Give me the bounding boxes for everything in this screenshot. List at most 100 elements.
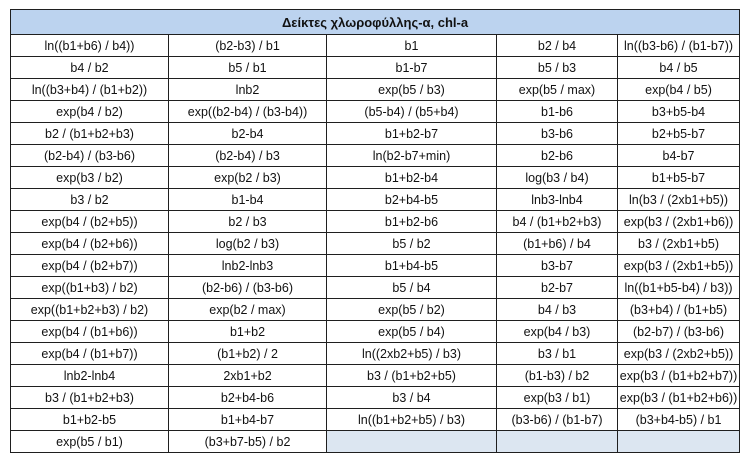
- empty-cell: [616, 430, 741, 453]
- table-cell: b2+b4-b6: [168, 386, 327, 409]
- table-cell: b3 / (2xb1+b5): [616, 232, 741, 255]
- table-cell: b1-b7: [326, 56, 497, 79]
- table-cell: ln((b1+b5-b4) / b3)): [616, 276, 741, 299]
- table-cell: (b3+b4-b5) / b1: [616, 408, 741, 431]
- table-cell: exp(b3 / b1): [496, 386, 618, 409]
- table-cell: exp(b3 / (2xb1+b6)): [616, 210, 741, 233]
- table-cell: b2 / b3: [168, 210, 327, 233]
- table-cell: lnb3-lnb4: [496, 188, 618, 211]
- table-cell: exp(b3 / (2xb2+b5)): [616, 342, 741, 365]
- table-row: exp(b4 / (b1+b7)) (b1+b2) / 2 ln((2xb2+b5)…: [10, 342, 741, 365]
- table-cell: (b1+b6) / b4: [496, 232, 618, 255]
- table-cell: lnb2-lnb3: [168, 254, 327, 277]
- table-cell: exp(b4 / b2): [10, 100, 169, 123]
- table-cell: exp((b1+b3) / b2): [10, 276, 169, 299]
- table-cell: lnb2-lnb4: [10, 364, 169, 387]
- table-cell: b5 / b3: [496, 56, 618, 79]
- table-cell: b2 / (b1+b2+b3): [10, 122, 169, 145]
- table-cell: exp((b2-b4) / (b3-b4)): [168, 100, 327, 123]
- table-cell: exp(b4 / (b1+b6)): [10, 320, 169, 343]
- table-cell: exp(b5 / b1): [10, 430, 169, 453]
- table-cell: (b2-b4) / (b3-b6): [10, 144, 169, 167]
- table-row: exp(b4 / (b2+b7)) lnb2-lnb3 b1+b4-b5 b3-b7 e…: [10, 254, 741, 277]
- indices-table-container: Δείκτες χλωροφύλλης-α, chl-a ln((b1+b6) …: [9, 9, 741, 453]
- table-row: exp(b4 / (b1+b6)) b1+b2 exp(b5 / b4) exp(b4…: [10, 320, 741, 343]
- table-row: b2 / (b1+b2+b3) b2-b4 b1+b2-b7 b3-b6 b2+b5-b…: [10, 122, 741, 145]
- table-cell: b1+b2-b5: [10, 408, 169, 431]
- table-row: exp(b4 / (b2+b5)) b2 / b3 b1+b2-b6 b4 / (b1…: [10, 210, 741, 233]
- table-row: b1+b2-b5 b1+b4-b7 ln((b1+b2+b5) / b3) (b3-b…: [10, 408, 741, 431]
- table-cell: b1+b2-b7: [326, 122, 497, 145]
- table-cell: (b2-b3) / b1: [168, 34, 327, 57]
- table-row: exp(b3 / b2) exp(b2 / b3) b1+b2-b4 log(b3 /…: [10, 166, 741, 189]
- table-cell: (b2-b4) / b3: [168, 144, 327, 167]
- table-cell: b5 / b2: [326, 232, 497, 255]
- table-header-row: Δείκτες χλωροφύλλης-α, chl-a: [9, 9, 741, 35]
- table-body: ln((b1+b6) / b4)) (b2-b3) / b1 b1 b2 / b4 ln…: [10, 34, 741, 453]
- table-cell: b2 / b4: [496, 34, 618, 57]
- table-cell: (b1+b2) / 2: [168, 342, 327, 365]
- table-cell: ln(b2-b7+min): [326, 144, 497, 167]
- table-cell: ln((2xb2+b5) / b3): [326, 342, 497, 365]
- table-cell: exp(b5 / b4): [326, 320, 497, 343]
- table-cell: b5 / b1: [168, 56, 327, 79]
- table-cell: b1+b4-b5: [326, 254, 497, 277]
- table-cell: b2+b5-b7: [616, 122, 741, 145]
- table-cell: exp(b4 / b3): [496, 320, 618, 343]
- chlorophyll-indices-table: Δείκτες χλωροφύλλης-α, chl-a ln((b1+b6) …: [9, 9, 741, 453]
- table-cell: (b1-b3) / b2: [496, 364, 618, 387]
- table-cell: b3 / b2: [10, 188, 169, 211]
- table-row: b3 / b2 b1-b4 b2+b4-b5 lnb3-lnb4 ln(b3 / (2x…: [10, 188, 741, 211]
- table-cell: b3 / (b1+b2+b3): [10, 386, 169, 409]
- table-cell: (b5-b4) / (b5+b4): [326, 100, 497, 123]
- table-row: exp(b4 / b2) exp((b2-b4) / (b3-b4)) (b5-b4…: [10, 100, 741, 123]
- table-cell: b3+b5-b4: [616, 100, 741, 123]
- table-cell: exp(b5 / b3): [326, 78, 497, 101]
- table-cell: b2+b4-b5: [326, 188, 497, 211]
- table-cell: exp(b4 / (b2+b6)): [10, 232, 169, 255]
- table-cell: b1+b5-b7: [616, 166, 741, 189]
- table-cell: 2xb1+b2: [168, 364, 327, 387]
- table-cell: b2-b6: [496, 144, 618, 167]
- table-cell: exp(b4 / (b2+b5)): [10, 210, 169, 233]
- table-cell: b4 / b5: [616, 56, 741, 79]
- table-cell: ln((b3+b4) / (b1+b2)): [10, 78, 169, 101]
- table-cell: b1-b6: [496, 100, 618, 123]
- table-row: b3 / (b1+b2+b3) b2+b4-b6 b3 / b4 exp(b3 / b…: [10, 386, 741, 409]
- table-cell: exp(b4 / (b2+b7)): [10, 254, 169, 277]
- table-cell: exp(b5 / b2): [326, 298, 497, 321]
- table-cell: (b3+b4) / (b1+b5): [616, 298, 741, 321]
- table-cell: exp(b3 / b2): [10, 166, 169, 189]
- table-row: ln((b1+b6) / b4)) (b2-b3) / b1 b1 b2 / b4 ln…: [10, 34, 741, 57]
- table-row: b4 / b2 b5 / b1 b1-b7 b5 / b3 b4 / b5: [10, 56, 741, 79]
- table-cell: b3 / b1: [496, 342, 618, 365]
- table-cell: (b2-b6) / (b3-b6): [168, 276, 327, 299]
- table-cell: exp(b4 / b5): [616, 78, 741, 101]
- table-cell: b1-b4: [168, 188, 327, 211]
- table-title: Δείκτες χλωροφύλλης-α, chl-a: [9, 9, 741, 35]
- table-cell: ln((b3-b6) / (b1-b7)): [616, 34, 741, 57]
- table-cell: b1+b2: [168, 320, 327, 343]
- empty-cell: [496, 430, 618, 453]
- table-cell: b1+b2-b6: [326, 210, 497, 233]
- table-cell: (b3-b6) / (b1-b7): [496, 408, 618, 431]
- table-cell: exp(b4 / (b1+b7)): [10, 342, 169, 365]
- table-cell: b1+b2-b4: [326, 166, 497, 189]
- table-row: exp((b1+b2+b3) / b2) exp(b2 / max) exp(b5 …: [10, 298, 741, 321]
- table-cell: b3 / (b1+b2+b5): [326, 364, 497, 387]
- table-cell: exp(b3 / (2xb1+b5)): [616, 254, 741, 277]
- table-cell: exp(b3 / (b1+b2+b7)): [616, 364, 741, 387]
- table-cell: b2-b7: [496, 276, 618, 299]
- table-cell: b3-b7: [496, 254, 618, 277]
- table-cell: b4 / b2: [10, 56, 169, 79]
- table-row: lnb2-lnb4 2xb1+b2 b3 / (b1+b2+b5) (b1-b3) /…: [10, 364, 741, 387]
- table-cell: ln((b1+b6) / b4)): [10, 34, 169, 57]
- table-cell: b1: [326, 34, 497, 57]
- table-cell: b4 / (b1+b2+b3): [496, 210, 618, 233]
- table-cell: b2-b4: [168, 122, 327, 145]
- table-cell: b4-b7: [616, 144, 741, 167]
- table-cell: b4 / b3: [496, 298, 618, 321]
- table-cell: b3-b6: [496, 122, 618, 145]
- table-cell: lnb2: [168, 78, 327, 101]
- table-cell: ln((b1+b2+b5) / b3): [326, 408, 497, 431]
